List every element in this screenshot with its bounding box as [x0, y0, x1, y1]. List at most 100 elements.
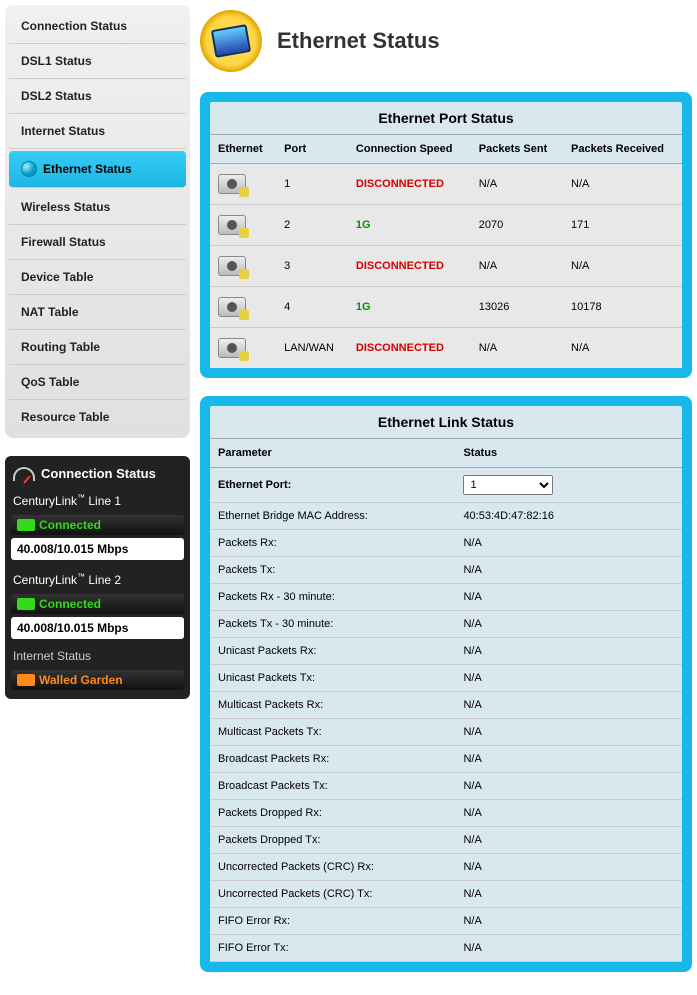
ethernet-port-label: Ethernet Port: — [210, 468, 455, 503]
cell-port: 2 — [276, 205, 348, 246]
param-label: Uncorrected Packets (CRC) Tx: — [210, 881, 455, 908]
sidebar-item-dsl1-status[interactable]: DSL1 Status — [9, 44, 186, 79]
sidebar-item-label: QoS Table — [21, 375, 79, 389]
param-value: N/A — [455, 557, 682, 584]
sidebar-item-internet-status[interactable]: Internet Status — [9, 114, 186, 149]
param-value: N/A — [455, 908, 682, 935]
port-status-table: Ethernet Port Connection Speed Packets S… — [210, 135, 682, 368]
cell-recv: 171 — [563, 205, 682, 246]
sidebar-item-resource-table[interactable]: Resource Table — [9, 400, 186, 434]
param-value: N/A — [455, 746, 682, 773]
table-row: 21G2070171 — [210, 205, 682, 246]
gauge-icon — [13, 467, 35, 481]
ethernet-port-icon — [218, 215, 246, 235]
cell-recv: N/A — [563, 246, 682, 287]
param-value: N/A — [455, 773, 682, 800]
cell-recv: 10178 — [563, 287, 682, 328]
sidebar-item-wireless-status[interactable]: Wireless Status — [9, 190, 186, 225]
table-row: Packets Rx:N/A — [210, 530, 682, 557]
table-row: Ethernet Bridge MAC Address:40:53:4D:47:… — [210, 503, 682, 530]
table-row: FIFO Error Rx:N/A — [210, 908, 682, 935]
table-row: 3DISCONNECTEDN/AN/A — [210, 246, 682, 287]
sidebar-item-routing-table[interactable]: Routing Table — [9, 330, 186, 365]
param-label: Packets Tx - 30 minute: — [210, 611, 455, 638]
link-status-title: Ethernet Link Status — [210, 406, 682, 439]
table-row: Broadcast Packets Rx:N/A — [210, 746, 682, 773]
param-value: 40:53:4D:47:82:16 — [455, 503, 682, 530]
param-label: Unicast Packets Rx: — [210, 638, 455, 665]
cell-speed: DISCONNECTED — [348, 246, 471, 287]
ethernet-port-icon — [218, 256, 246, 276]
param-value: N/A — [455, 665, 682, 692]
ethernet-port-select[interactable]: 1 — [463, 475, 553, 495]
sidebar-item-dsl2-status[interactable]: DSL2 Status — [9, 79, 186, 114]
sidebar-item-label: DSL1 Status — [21, 54, 92, 68]
table-row: Unicast Packets Rx:N/A — [210, 638, 682, 665]
param-label: Broadcast Packets Rx: — [210, 746, 455, 773]
port-status-title: Ethernet Port Status — [210, 102, 682, 135]
sidebar-item-label: Internet Status — [21, 124, 105, 138]
table-row: FIFO Error Tx:N/A — [210, 935, 682, 962]
sidebar-nav: Connection Status DSL1 Status DSL2 Status I… — [5, 5, 190, 438]
page-title: Ethernet Status — [277, 28, 440, 54]
cell-sent: 13026 — [471, 287, 563, 328]
line1-label: CenturyLink™ Line 1 — [11, 489, 184, 512]
cell-speed: 1G — [348, 287, 471, 328]
param-label: Packets Rx - 30 minute: — [210, 584, 455, 611]
param-value: N/A — [455, 827, 682, 854]
cell-recv: N/A — [563, 328, 682, 369]
param-label: Unicast Packets Tx: — [210, 665, 455, 692]
param-label: Multicast Packets Rx: — [210, 692, 455, 719]
ethernet-port-icon — [218, 338, 246, 358]
line2-speed: 40.008/10.015 Mbps — [11, 617, 184, 639]
param-label: Ethernet Bridge MAC Address: — [210, 503, 455, 530]
table-row: Packets Dropped Tx:N/A — [210, 827, 682, 854]
table-row: Multicast Packets Tx:N/A — [210, 719, 682, 746]
sidebar-item-qos-table[interactable]: QoS Table — [9, 365, 186, 400]
param-label: Uncorrected Packets (CRC) Rx: — [210, 854, 455, 881]
table-row: 41G1302610178 — [210, 287, 682, 328]
table-row: Uncorrected Packets (CRC) Tx:N/A — [210, 881, 682, 908]
cell-sent: N/A — [471, 328, 563, 369]
sidebar-item-label: Resource Table — [21, 410, 109, 424]
sidebar-item-connection-status[interactable]: Connection Status — [9, 9, 186, 44]
sidebar-item-device-table[interactable]: Device Table — [9, 260, 186, 295]
link-status-table: Parameter Status Ethernet Port: 1 Ethern… — [210, 439, 682, 962]
page-header: Ethernet Status — [200, 5, 692, 92]
sidebar-item-firewall-status[interactable]: Firewall Status — [9, 225, 186, 260]
link-status-panel: Ethernet Link Status Parameter Status Et… — [200, 396, 692, 972]
sidebar-item-ethernet-status[interactable]: Ethernet Status — [9, 151, 186, 188]
param-label: Packets Tx: — [210, 557, 455, 584]
cell-sent: 2070 — [471, 205, 563, 246]
param-value: N/A — [455, 935, 682, 962]
param-label: Broadcast Packets Tx: — [210, 773, 455, 800]
param-label: Packets Dropped Tx: — [210, 827, 455, 854]
cell-port: 1 — [276, 164, 348, 205]
cell-port: 3 — [276, 246, 348, 287]
table-row: LAN/WANDISCONNECTEDN/AN/A — [210, 328, 682, 369]
cell-speed: DISCONNECTED — [348, 164, 471, 205]
col-speed: Connection Speed — [348, 135, 471, 164]
param-label: Packets Dropped Rx: — [210, 800, 455, 827]
internet-status-state: Walled Garden — [11, 670, 184, 690]
table-row: 1DISCONNECTEDN/AN/A — [210, 164, 682, 205]
table-row: Packets Dropped Rx:N/A — [210, 800, 682, 827]
line1-speed: 40.008/10.015 Mbps — [11, 538, 184, 560]
sidebar-item-nat-table[interactable]: NAT Table — [9, 295, 186, 330]
cell-sent: N/A — [471, 164, 563, 205]
col-port: Port — [276, 135, 348, 164]
line2-state: Connected — [11, 594, 184, 614]
param-label: FIFO Error Tx: — [210, 935, 455, 962]
cell-recv: N/A — [563, 164, 682, 205]
col-status: Status — [455, 439, 682, 468]
sidebar-item-label: NAT Table — [21, 305, 79, 319]
active-dot-icon — [21, 161, 37, 177]
ethernet-port-icon — [218, 297, 246, 317]
param-value: N/A — [455, 611, 682, 638]
param-label: FIFO Error Rx: — [210, 908, 455, 935]
col-ethernet: Ethernet — [210, 135, 276, 164]
sidebar-item-label: Wireless Status — [21, 200, 110, 214]
ethernet-port-icon — [218, 174, 246, 194]
connection-status-panel: Connection Status CenturyLink™ Line 1 Co… — [5, 456, 190, 699]
table-row: Unicast Packets Tx:N/A — [210, 665, 682, 692]
